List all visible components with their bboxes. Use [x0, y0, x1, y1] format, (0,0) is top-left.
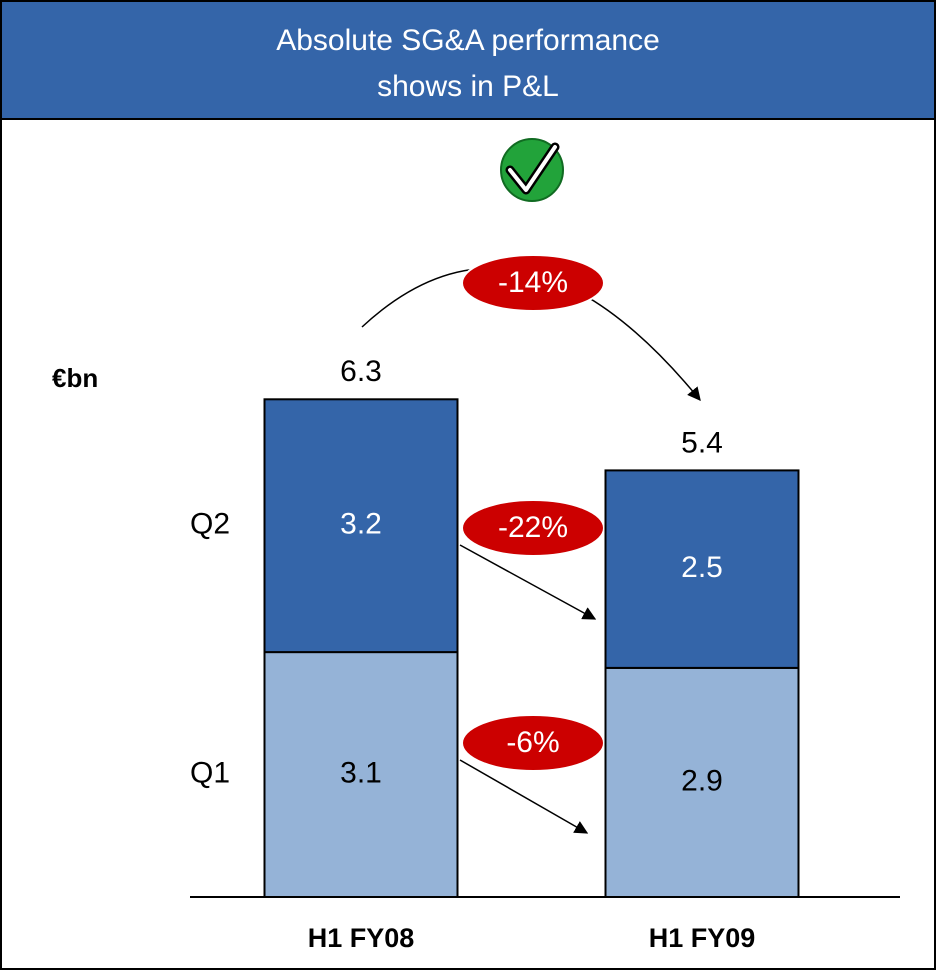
check-icon [500, 138, 564, 202]
segment-label: 3.2 [340, 508, 382, 541]
total-label: 5.4 [681, 426, 723, 459]
arrow [459, 544, 597, 620]
badge-text: -14% [498, 266, 568, 299]
bar-segment [604, 469, 800, 669]
title-line: shows in P&L [377, 70, 559, 103]
series-label: Q1 [190, 756, 230, 789]
title-line: Absolute SG&A performance [276, 24, 660, 57]
badge: -14% [461, 254, 605, 312]
unit-label: €bn [52, 363, 98, 393]
badge: -6% [461, 714, 605, 772]
badge-text: -6% [506, 726, 559, 759]
series-label: Q2 [190, 508, 230, 541]
segment-label: 3.1 [340, 756, 382, 789]
bar-segment [263, 398, 459, 654]
x-tick-label: H1 FY08 [308, 923, 415, 953]
badge: -22% [461, 499, 605, 557]
segment-label: 2.5 [681, 551, 723, 584]
total-label: 6.3 [340, 355, 382, 388]
header [0, 0, 936, 120]
x-tick-label: H1 FY09 [649, 923, 756, 953]
badge-text: -22% [498, 511, 568, 544]
bar-segment [263, 651, 459, 898]
arrow [459, 759, 589, 834]
segment-label: 2.9 [681, 764, 723, 797]
